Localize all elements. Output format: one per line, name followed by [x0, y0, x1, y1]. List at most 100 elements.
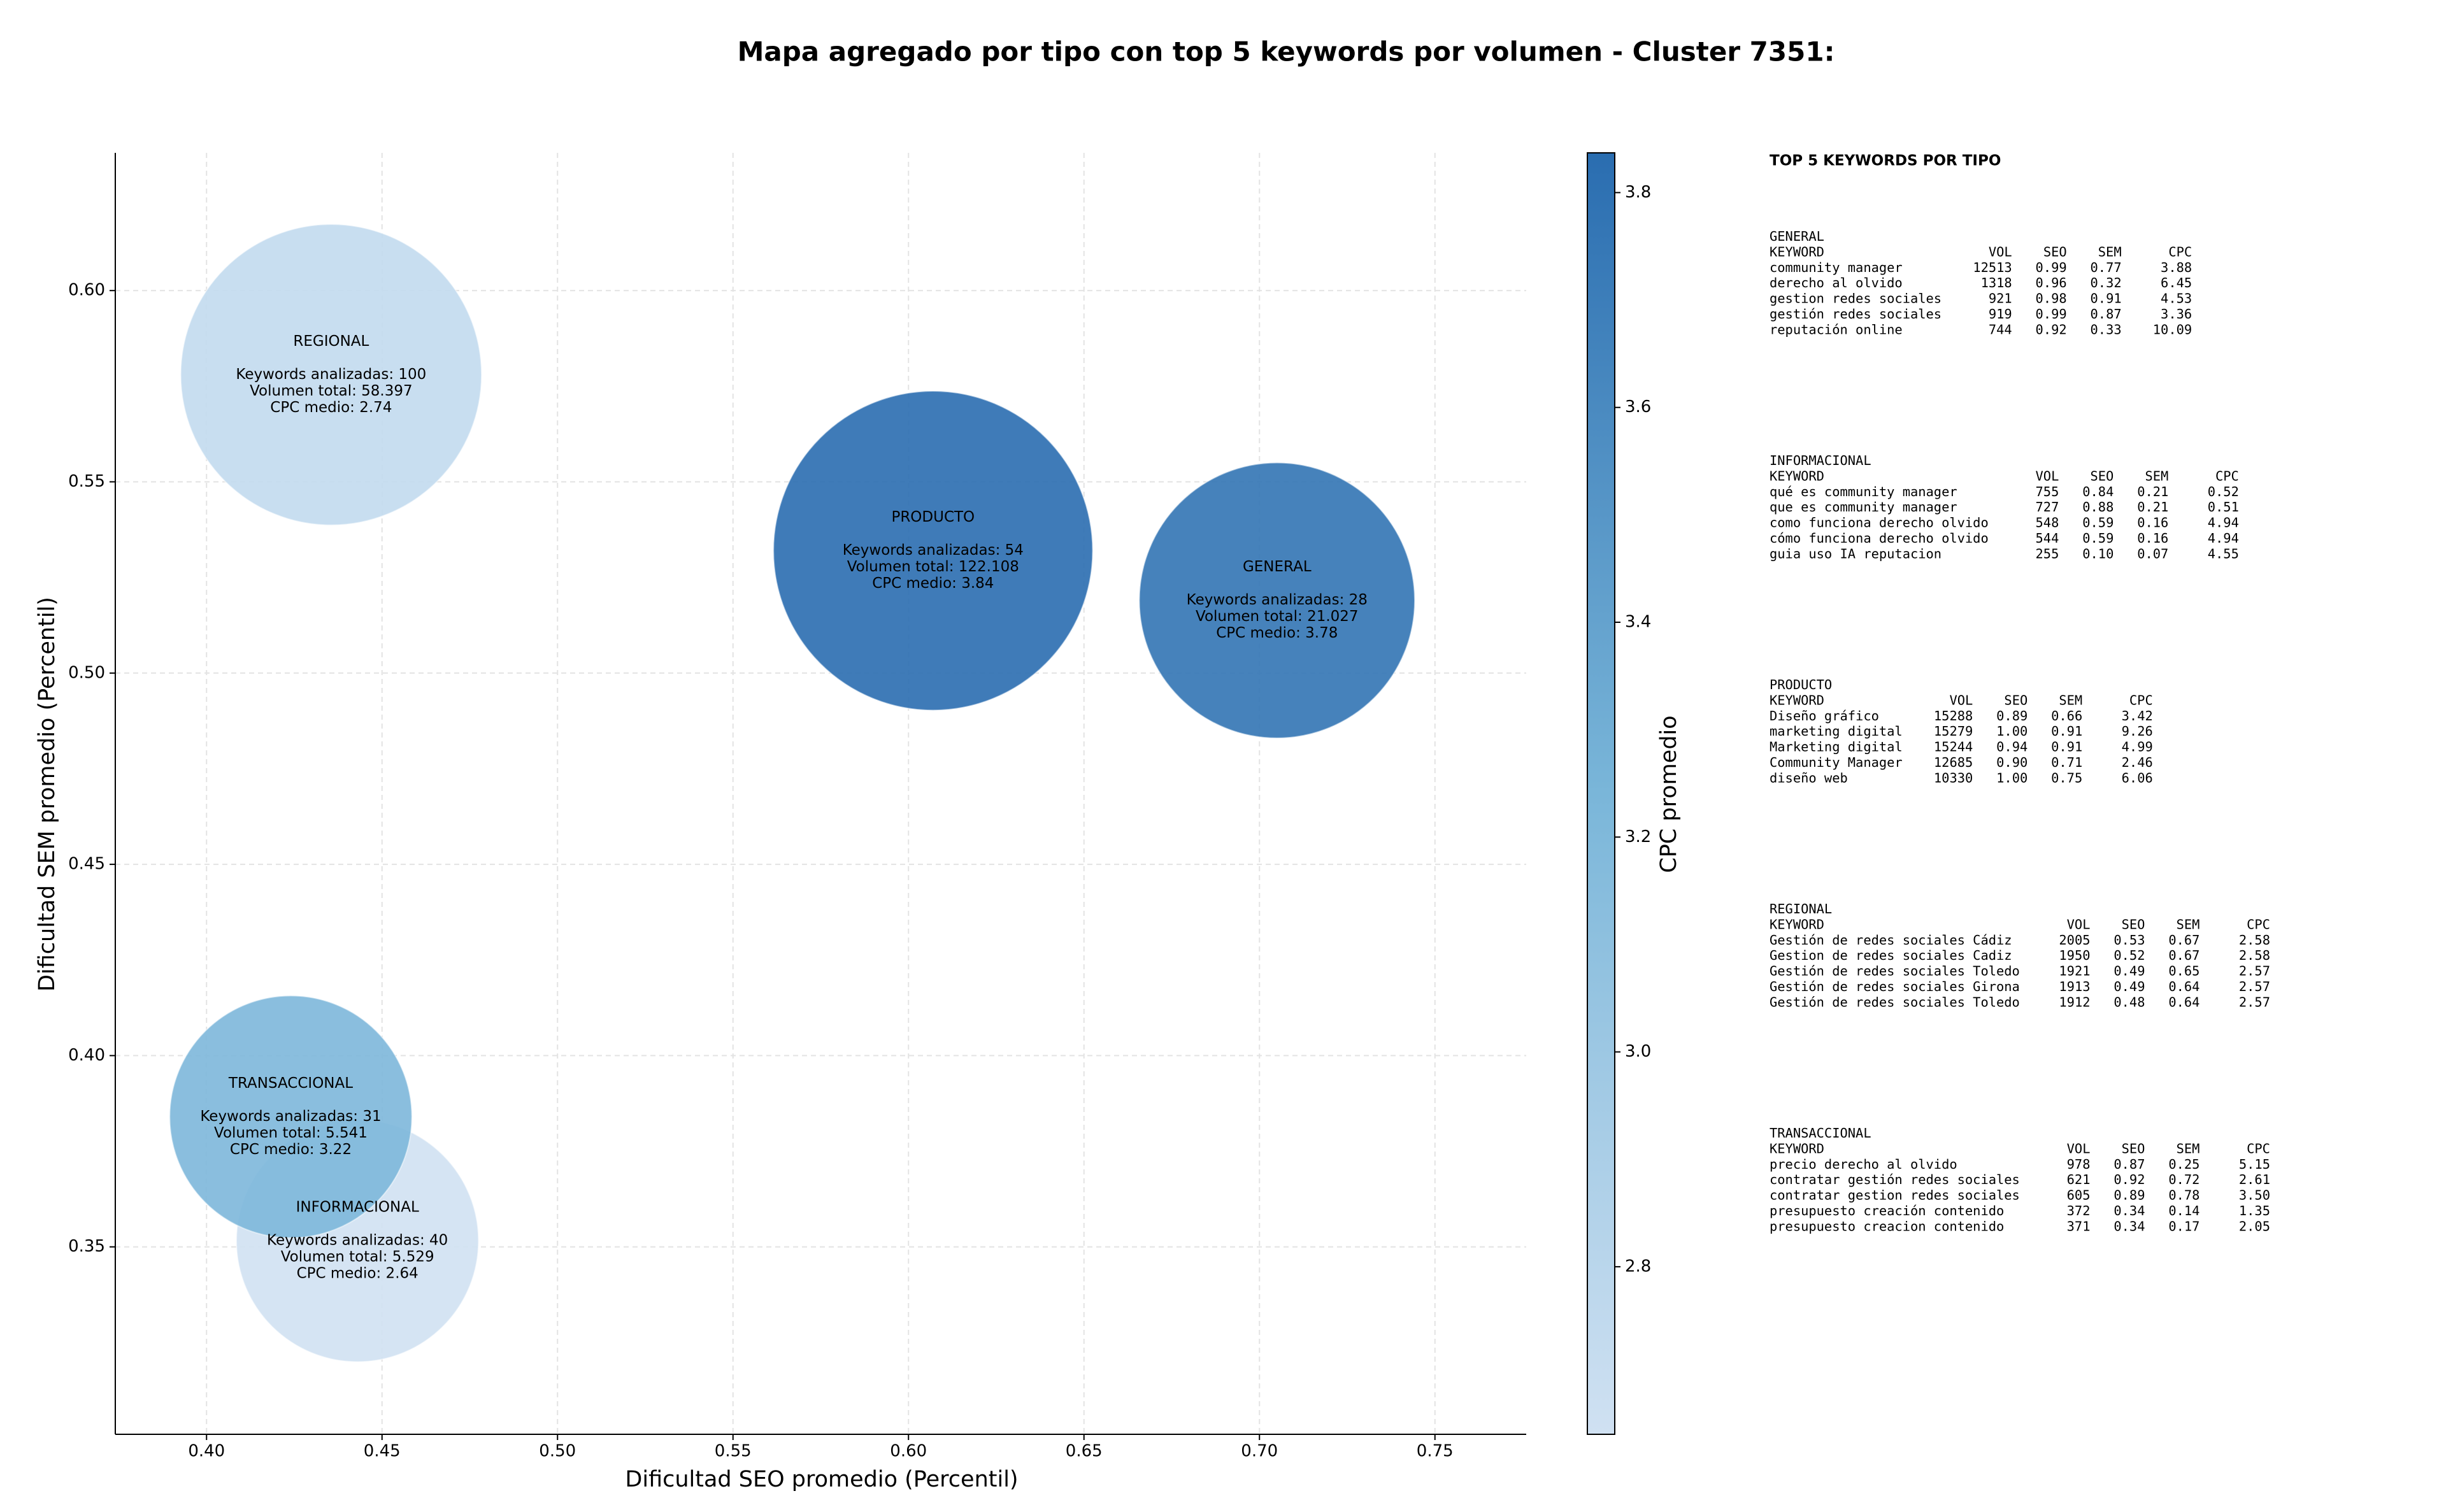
x-tick-label: 0.45	[364, 1442, 401, 1461]
table-cell: 3.50	[2239, 1188, 2270, 1203]
table-header: SEM	[2177, 1141, 2200, 1156]
table-header: KEYWORD	[1770, 916, 1824, 932]
bubble	[169, 995, 413, 1239]
table-cell: 0.10	[2082, 546, 2113, 561]
table-cell: 0.91	[2091, 291, 2122, 306]
table-header: KEYWORD	[1770, 468, 1824, 483]
bubble-label: Volumen total: 21.027	[1196, 608, 1359, 625]
table-cell: reputación online	[1770, 322, 1903, 337]
table-cell: 371	[2067, 1218, 2091, 1234]
colorbar-tick-label: 3.0	[1625, 1042, 1651, 1061]
table-cell: 0.34	[2113, 1218, 2145, 1234]
table-cell: como funciona derecho olvido	[1770, 515, 1989, 531]
bubble-label: Volumen total: 122.108	[847, 559, 1019, 575]
bubble-label: CPC medio: 3.84	[872, 575, 994, 592]
x-tick-label: 0.60	[890, 1442, 927, 1461]
table-cell: 1921	[2059, 964, 2090, 979]
table-header: CPC	[2215, 468, 2239, 483]
table-cell: guia uso IA reputacion	[1770, 546, 1942, 561]
table-cell: 605	[2067, 1188, 2091, 1203]
table-cell: 919	[1989, 306, 2012, 322]
table-cell: 0.90	[1996, 755, 2028, 770]
bubble-label: Keywords analizadas: 100	[236, 366, 426, 383]
table-cell: gestion redes sociales	[1770, 291, 1942, 306]
table-header: SEO	[2004, 692, 2028, 708]
table-header: SEO	[2091, 468, 2114, 483]
x-axis-label: Dificultad SEO promedio (Percentil)	[625, 1467, 1018, 1492]
table-cell: 621	[2067, 1172, 2091, 1187]
table-cell: 255	[2036, 546, 2059, 561]
table-cell: 9.26	[2122, 724, 2153, 739]
table-cell: precio derecho al olvido	[1770, 1157, 1957, 1172]
bubble-label: Volumen total: 5.541	[214, 1125, 368, 1141]
y-axis-label: Dificultad SEM promedio (Percentil)	[34, 597, 60, 992]
table-cell: 0.67	[2168, 932, 2199, 948]
table-cell: 0.84	[2082, 484, 2113, 499]
table-cell: 0.67	[2168, 948, 2199, 963]
table-cell: 0.64	[2168, 979, 2199, 994]
y-tick-label: 0.35	[68, 1237, 105, 1256]
table-cell: 1.35	[2239, 1203, 2270, 1218]
x-tick-label: 0.75	[1417, 1442, 1454, 1461]
table-cell: 12513	[1973, 260, 2012, 275]
table-header: VOL	[2067, 916, 2091, 932]
table-cell: 0.92	[2036, 322, 2067, 337]
table-cell: 2.57	[2239, 964, 2270, 979]
bubble-label: Keywords analizadas: 31	[200, 1108, 381, 1125]
table-cell: 0.49	[2113, 964, 2145, 979]
table-cell: Gestión de redes sociales Girona	[1770, 979, 2020, 994]
table-cell: 548	[2036, 515, 2059, 531]
bubble-label: Volumen total: 58.397	[250, 383, 413, 399]
table-cell: presupuesto creacion contenido	[1770, 1218, 2004, 1234]
table-cell: 0.99	[2036, 260, 2067, 275]
table-cell: 0.64	[2168, 994, 2199, 1009]
table-cell: 0.78	[2168, 1188, 2199, 1203]
table-cell: marketing digital	[1770, 724, 1903, 739]
table-cell: 0.17	[2168, 1218, 2199, 1234]
bubble-label: Volumen total: 5.529	[281, 1249, 434, 1266]
x-tick-label: 0.65	[1066, 1442, 1103, 1461]
table-cell: 0.99	[2036, 306, 2067, 322]
table-cell: 2.61	[2239, 1172, 2270, 1187]
table-header: SEM	[2177, 916, 2200, 932]
table-cell: 15244	[1934, 739, 1973, 755]
bubble-name: PRODUCTO	[891, 509, 975, 525]
table-cell: 5.15	[2239, 1157, 2270, 1172]
table-cell: 978	[2067, 1157, 2091, 1172]
table-cell: que es community manager	[1770, 499, 1957, 515]
table-header: VOL	[1949, 692, 1973, 708]
table-cell: 2.57	[2239, 979, 2270, 994]
bubble-label: CPC medio: 2.74	[270, 399, 392, 416]
table-header: CPC	[2168, 244, 2192, 259]
table-cell: 0.21	[2137, 484, 2168, 499]
section-name: REGIONAL	[1770, 901, 1832, 916]
table-cell: 0.72	[2168, 1172, 2199, 1187]
table-cell: Community Manager	[1770, 755, 1903, 770]
bubble-label: Keywords analizadas: 54	[843, 542, 1024, 559]
table-cell: 4.53	[2161, 291, 2192, 306]
table-cell: 0.51	[2208, 499, 2239, 515]
table-cell: 1.00	[1996, 770, 2028, 785]
table-cell: 0.89	[1996, 708, 2028, 724]
table-header: KEYWORD	[1770, 1141, 1824, 1156]
bubble-label: Keywords analizadas: 40	[267, 1232, 448, 1249]
chart-title: Mapa agregado por tipo con top 5 keyword…	[738, 36, 1835, 68]
bubble-name: GENERAL	[1243, 559, 1312, 575]
table-cell: 2.57	[2239, 994, 2270, 1009]
table-header: KEYWORD	[1770, 244, 1824, 259]
table-cell: 15288	[1934, 708, 1973, 724]
y-tick-label: 0.60	[68, 281, 105, 300]
table-cell: 4.99	[2122, 739, 2153, 755]
colorbar-tick-label: 3.4	[1625, 613, 1651, 632]
table-cell: 4.55	[2208, 546, 2239, 561]
table-cell: contratar gestion redes sociales	[1770, 1188, 2020, 1203]
table-header: VOL	[1989, 244, 2012, 259]
table-cell: 0.14	[2168, 1203, 2199, 1218]
table-cell: 744	[1989, 322, 2012, 337]
table-cell: Gestion de redes sociales Cadiz	[1770, 948, 2012, 963]
table-cell: 0.48	[2113, 994, 2145, 1009]
table-cell: 0.16	[2137, 515, 2168, 531]
table-cell: 544	[2036, 531, 2059, 546]
table-cell: 0.49	[2113, 979, 2145, 994]
